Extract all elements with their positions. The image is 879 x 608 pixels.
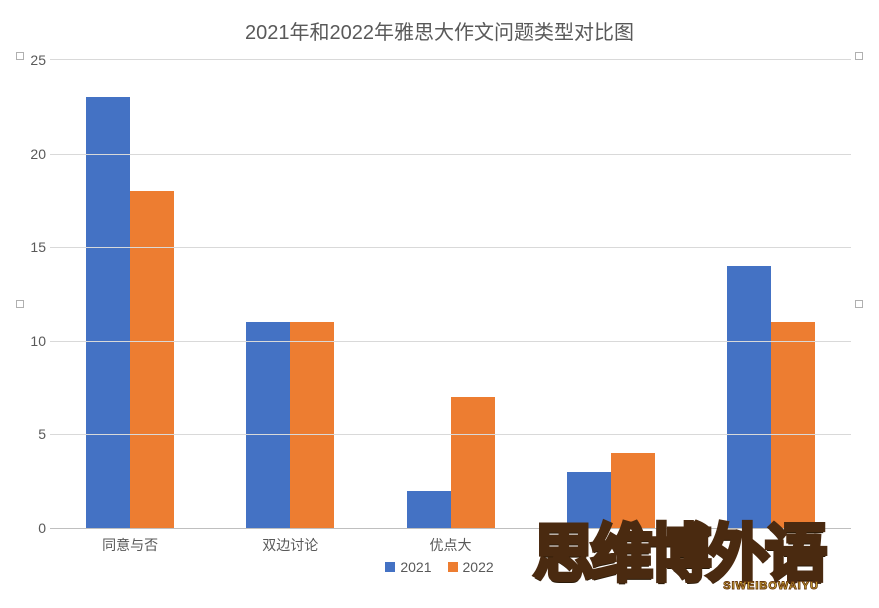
bar — [771, 322, 815, 528]
bar-group — [50, 60, 210, 528]
legend-item: 2022 — [448, 559, 494, 575]
watermark-main-text: 思维博外语 — [533, 524, 823, 586]
legend-label: 2022 — [463, 559, 494, 575]
legend-label: 2021 — [400, 559, 431, 575]
y-tick-label: 20 — [18, 146, 46, 162]
y-tick-label: 0 — [18, 520, 46, 536]
gridline — [50, 434, 851, 435]
bar-group — [210, 60, 370, 528]
y-tick-label: 25 — [18, 52, 46, 68]
bar — [130, 191, 174, 528]
y-tick-label: 5 — [18, 426, 46, 442]
x-tick-label: 优点大 — [370, 531, 530, 555]
gridline — [50, 341, 851, 342]
chart-title: 2021年和2022年雅思大作文问题类型对比图 — [18, 16, 861, 45]
bar — [611, 453, 655, 528]
bar — [451, 397, 495, 528]
gridline — [50, 154, 851, 155]
bar — [290, 322, 334, 528]
y-tick-label: 10 — [18, 333, 46, 349]
bar-group — [691, 60, 851, 528]
bar — [407, 491, 451, 528]
chart-container: 2021年和2022年雅思大作文问题类型对比图 0510152025 同意与否双… — [0, 0, 879, 608]
gridline — [50, 247, 851, 248]
bar — [727, 266, 771, 528]
x-tick-label: 双边讨论 — [210, 531, 370, 555]
y-tick-label: 15 — [18, 239, 46, 255]
editor-handle[interactable] — [855, 52, 863, 60]
bar — [246, 322, 290, 528]
bar-group — [370, 60, 530, 528]
legend-swatch — [385, 562, 395, 572]
editor-handle[interactable] — [16, 300, 24, 308]
x-tick-label: 同意与否 — [50, 531, 210, 555]
bar-group — [531, 60, 691, 528]
editor-handle[interactable] — [855, 300, 863, 308]
legend-item: 2021 — [385, 559, 431, 575]
plot-area: 0510152025 同意与否双边讨论优点大 — [50, 59, 851, 555]
legend-swatch — [448, 562, 458, 572]
watermark-logo: 思维博外语 SIWEIBOWAIYU — [533, 524, 823, 586]
bar — [86, 97, 130, 528]
watermark-sub-text: SIWEIBOWAIYU — [723, 580, 819, 592]
